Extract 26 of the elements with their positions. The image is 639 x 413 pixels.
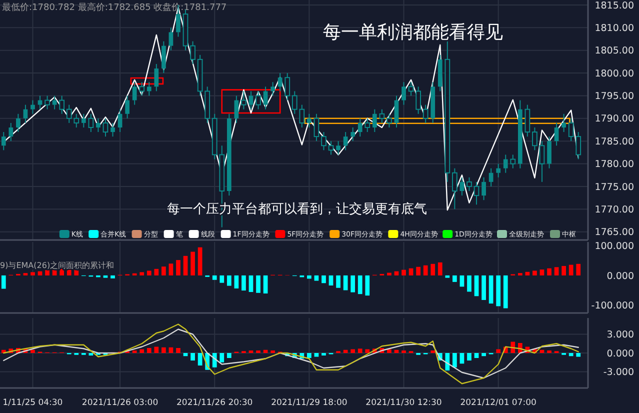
- y-tick-label: 1790.00: [594, 114, 634, 125]
- annotation: 9)与EMA(26)之间面积的累计和: [0, 261, 114, 270]
- x-tick-label: 2021/11/29 18:00: [271, 398, 348, 408]
- y-tick-label: 1765.00: [594, 227, 634, 238]
- x-tick-label: 2021/11/26 20:30: [176, 398, 253, 408]
- y-tick-label: 1775.00: [594, 182, 634, 193]
- x-tick-label: 1/11/25 04:30: [2, 398, 63, 408]
- y-tick-label: 1800.00: [594, 68, 634, 80]
- y-tick-label: 1770.00: [594, 204, 634, 216]
- y-tick-label: -100.000: [591, 300, 634, 312]
- y-tick-label: 1780.00: [594, 159, 634, 170]
- annotation: 每一个压力平台都可以看到，让交易更有底气: [167, 201, 427, 217]
- annotation: 每一单利润都能看得见: [323, 22, 503, 43]
- y-tick-label: 1785.00: [594, 136, 634, 148]
- y-tick-label: 1815.00: [594, 0, 634, 12]
- y-tick-label: -3.000: [603, 367, 634, 378]
- y-tick-label: 1795.00: [594, 91, 634, 102]
- y-tick-label: 3.000: [606, 330, 634, 341]
- x-tick-label: 2021/11/26 03:00: [82, 398, 158, 408]
- y-tick-label: 1805.00: [594, 46, 634, 57]
- x-tick-label: 2021/11/30 12:30: [366, 398, 442, 408]
- y-tick-label: 0.000: [606, 270, 634, 282]
- y-tick-label: 1810.00: [594, 23, 634, 34]
- y-tick-label: 100.000: [594, 241, 634, 252]
- y-tick-label: 0.000: [606, 348, 634, 360]
- x-tick-label: 2021/12/01 07:00: [460, 398, 536, 408]
